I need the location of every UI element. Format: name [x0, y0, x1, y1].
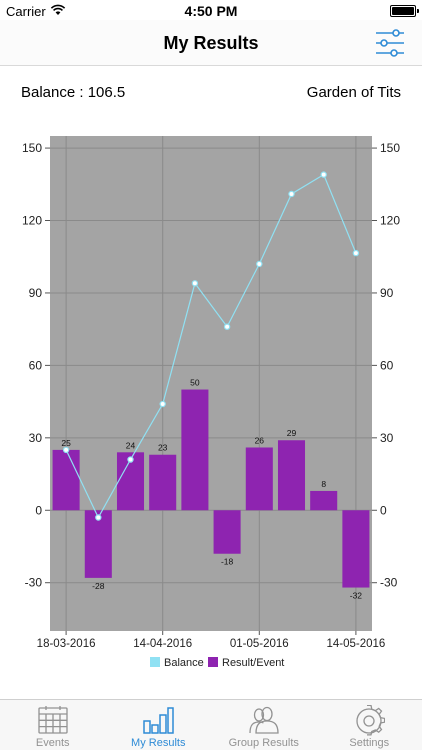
bar: [181, 389, 209, 511]
bar: [84, 510, 112, 578]
balance-line: [65, 173, 357, 519]
filter-sliders-button[interactable]: [374, 27, 406, 59]
y-tick-label-left: 0: [35, 503, 42, 517]
legend-label-result: Result/Event: [222, 657, 284, 669]
bar-value-label: 26: [255, 435, 265, 445]
y-tick-label-left: 120: [22, 214, 42, 228]
balance-point: [223, 323, 231, 330]
people-icon: [249, 706, 279, 734]
legend-swatch-result: [208, 657, 218, 667]
balance-point: [95, 514, 102, 521]
tab-events[interactable]: Events: [0, 700, 106, 750]
y-tick-label-right: 150: [380, 141, 400, 155]
legend-label-balance: Balance: [164, 657, 204, 669]
bar-value-label: 25: [61, 438, 71, 448]
info-row: Balance : 106.5 Garden of Tits: [0, 84, 422, 106]
bar: [342, 510, 370, 588]
status-bar: Carrier 4:50 PM: [0, 0, 422, 22]
bar-value-label: 50: [190, 378, 200, 388]
bar-value-label: -32: [350, 591, 363, 601]
y-tick-label-right: 90: [380, 286, 394, 300]
y-tick-label-right: 0: [380, 503, 387, 517]
bar-value-label: -18: [221, 557, 234, 567]
bar-value-label: 24: [126, 440, 136, 450]
balance-point: [191, 280, 199, 287]
wifi-icon: [50, 4, 66, 19]
y-tick-label-right: 120: [380, 214, 400, 228]
x-tick-label: 18-03-2016: [37, 638, 96, 650]
tab-label-group-results: Group Results: [228, 737, 299, 749]
tab-bar: Events My Results: [0, 699, 422, 750]
tab-my-results[interactable]: My Results: [106, 700, 212, 750]
x-tick-label: 01-05-2016: [230, 638, 289, 650]
bar: [213, 510, 241, 554]
balance-point: [288, 190, 295, 198]
tab-label-events: Events: [35, 737, 70, 749]
page-title: My Results: [163, 33, 259, 53]
bar-value-label: 23: [158, 443, 168, 453]
carrier-label: Carrier: [6, 4, 46, 19]
y-tick-label-right: 30: [380, 431, 394, 445]
y-tick-label-left: 90: [29, 286, 43, 300]
balance-point: [352, 249, 360, 257]
bar: [310, 490, 338, 511]
bar: [149, 454, 177, 511]
tab-settings[interactable]: Settings: [317, 700, 422, 750]
tab-group-results[interactable]: Group Results: [211, 700, 317, 750]
balance-point: [320, 171, 327, 178]
y-tick-label-right: 60: [380, 358, 394, 372]
y-tick-label-right: -30: [380, 576, 398, 590]
calendar-icon: [38, 706, 68, 734]
bar: [52, 449, 80, 511]
y-tick-label-left: 30: [29, 431, 43, 445]
y-tick-label-left: 150: [22, 141, 42, 155]
balance-point: [127, 456, 134, 463]
y-tick-label-left: 60: [29, 358, 43, 372]
sliders-icon: [376, 29, 404, 57]
results-chart: 150 150 120 120 90 90 60 60 30 30 0 0 -30 -30 18-03-20…: [0, 128, 422, 688]
venue-name: Garden of Tits: [306, 84, 401, 101]
bar-value-label: 8: [321, 479, 326, 489]
balance-point: [62, 446, 70, 454]
legend-swatch-balance: [150, 657, 160, 667]
battery-icon: [390, 5, 419, 17]
x-tick-label: 14-05-2016: [326, 638, 385, 650]
tab-label-my-results: My Results: [131, 737, 186, 749]
results-chart-svg: 150 150 120 120 90 90 60 60 30 30 0 0 -30 -30 18-03-20…: [22, 136, 400, 669]
x-tick-label: 14-04-2016: [133, 638, 192, 650]
tab-label-settings: Settings: [349, 737, 390, 749]
balance-point: [256, 260, 263, 268]
gear-icon: [356, 705, 386, 736]
status-time: 4:50 PM: [184, 3, 238, 19]
y-tick-label-left: -30: [25, 576, 43, 590]
balance-label: Balance : 106.5: [21, 84, 126, 101]
bar: [277, 440, 306, 511]
bar: [245, 447, 273, 511]
bar-value-label: 29: [287, 428, 297, 438]
bar-chart-icon: [143, 707, 174, 734]
balance-point: [159, 400, 166, 408]
navigation-bar: My Results: [0, 20, 422, 66]
bar-value-label: -28: [92, 581, 105, 591]
